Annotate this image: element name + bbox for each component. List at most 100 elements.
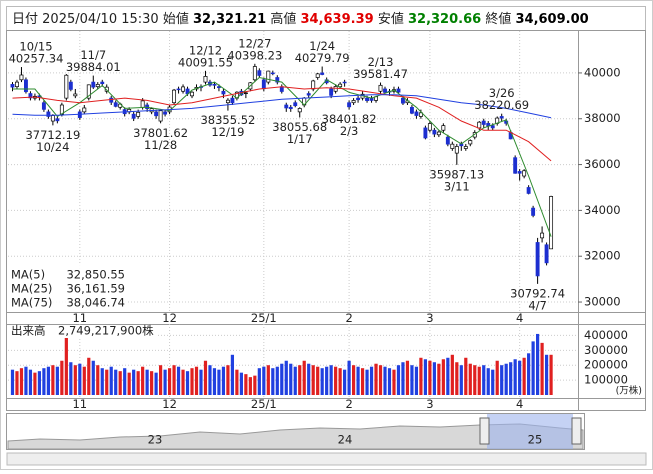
navigator-area bbox=[7, 423, 584, 450]
candle-body bbox=[203, 76, 208, 83]
candle-body bbox=[499, 116, 504, 119]
volume-total: 2,749,217,900株 bbox=[58, 324, 154, 338]
candle-body bbox=[288, 106, 293, 110]
candle-body bbox=[190, 91, 194, 97]
volume-bar bbox=[262, 366, 266, 395]
volume-label: 出来高 bbox=[11, 324, 46, 338]
x-tick-label: 12 bbox=[162, 397, 177, 411]
volume-bar bbox=[437, 363, 441, 395]
candle-body bbox=[104, 86, 109, 92]
x-tick-label: 11 bbox=[72, 311, 87, 325]
volume-bar bbox=[527, 353, 531, 395]
volume-bar bbox=[446, 357, 450, 395]
annotation-value: 38220.69 bbox=[474, 98, 529, 112]
candle-body bbox=[365, 97, 370, 101]
volume-bar bbox=[289, 363, 293, 395]
volume-bar bbox=[217, 369, 221, 395]
volume-bar bbox=[109, 366, 113, 395]
volume-bar bbox=[401, 362, 405, 395]
candle-body bbox=[225, 99, 230, 104]
candle-body bbox=[441, 125, 446, 131]
header-field: 日付 bbox=[12, 12, 38, 27]
candle-body bbox=[468, 140, 473, 145]
volume-bar bbox=[33, 372, 37, 395]
candle-body bbox=[24, 79, 28, 93]
annotation-value: 40091.55 bbox=[178, 55, 233, 69]
volume-bar bbox=[10, 369, 15, 395]
annotation-value: 38355.52 bbox=[200, 113, 255, 127]
header-field: 34,609.00 bbox=[515, 12, 588, 27]
candle-body bbox=[347, 102, 352, 108]
volume-bar bbox=[253, 375, 257, 395]
volume-bar bbox=[118, 371, 122, 395]
volume-bar bbox=[55, 366, 59, 395]
annotation-value: 38055.68 bbox=[272, 120, 327, 134]
navigator-handle[interactable] bbox=[571, 417, 582, 445]
candle-body bbox=[540, 232, 545, 239]
header-field: 32,321.21 bbox=[193, 12, 266, 27]
y-tick-label: 100000 bbox=[584, 373, 628, 387]
volume-bar bbox=[244, 374, 248, 395]
candle-body bbox=[131, 113, 136, 119]
x-tick-label: 3 bbox=[426, 397, 433, 411]
header-box bbox=[6, 6, 646, 31]
candle-body bbox=[95, 84, 100, 88]
volume-bar bbox=[378, 365, 383, 395]
candle-body bbox=[311, 80, 316, 90]
volume-bar bbox=[459, 365, 463, 395]
navigator[interactable]: 23 24 25 bbox=[6, 413, 585, 450]
annotation-date: 2/13 bbox=[368, 55, 394, 69]
header-field: 2025/04/10 15:30 bbox=[42, 12, 159, 27]
volume-bar bbox=[477, 366, 481, 395]
volume-bar bbox=[311, 365, 315, 395]
scrollbar[interactable] bbox=[6, 452, 647, 466]
annotation-date: 4/7 bbox=[528, 298, 547, 312]
candle-body bbox=[176, 88, 181, 91]
volume-bar bbox=[141, 366, 145, 395]
volume-bar bbox=[423, 359, 428, 395]
volume-bar bbox=[114, 369, 118, 395]
candle-body bbox=[55, 118, 60, 122]
legend-name: MA(25) bbox=[11, 282, 52, 296]
legend-value: 36,161.59 bbox=[66, 282, 125, 296]
annotation-date: 1/24 bbox=[309, 39, 335, 53]
volume-bar bbox=[221, 366, 226, 395]
volume-bar bbox=[199, 369, 203, 395]
navigator-selection[interactable] bbox=[487, 414, 573, 449]
candle-body bbox=[257, 70, 262, 76]
candle-body bbox=[409, 106, 414, 114]
candle-body bbox=[329, 88, 334, 96]
volume-bar bbox=[504, 363, 508, 395]
annotation-value: 30792.74 bbox=[510, 286, 565, 300]
volume-bar bbox=[410, 365, 414, 395]
volume-bar bbox=[190, 368, 194, 395]
volume-bar bbox=[365, 369, 369, 395]
candle-body bbox=[522, 170, 527, 177]
candle-body bbox=[50, 115, 55, 122]
candle-body bbox=[266, 70, 271, 83]
y-tick-label: 300000 bbox=[584, 343, 628, 357]
candle-body bbox=[221, 90, 226, 95]
navigator-handle[interactable] bbox=[479, 417, 490, 445]
candle-body bbox=[100, 81, 105, 85]
volume-bar bbox=[230, 354, 235, 395]
candle-body bbox=[306, 93, 311, 96]
volume-bar bbox=[100, 368, 104, 395]
candle-body bbox=[427, 123, 432, 131]
candle-body bbox=[15, 81, 19, 88]
annotation-value: 37712.19 bbox=[25, 128, 80, 142]
volume-bar bbox=[91, 360, 95, 395]
volume-bar bbox=[486, 368, 490, 395]
volume-bar bbox=[132, 369, 136, 395]
annotation-date: 12/19 bbox=[211, 125, 244, 139]
annotation-value: 40279.79 bbox=[295, 51, 350, 65]
volume-bar bbox=[172, 365, 176, 395]
candle-body bbox=[113, 102, 118, 107]
volume-bar bbox=[450, 354, 454, 395]
volume-bar bbox=[491, 369, 495, 395]
volume-bar bbox=[509, 362, 513, 395]
annotation-value: 37801.62 bbox=[133, 126, 188, 140]
y-tick-label: 200000 bbox=[584, 358, 628, 372]
volume-bar bbox=[387, 368, 392, 395]
